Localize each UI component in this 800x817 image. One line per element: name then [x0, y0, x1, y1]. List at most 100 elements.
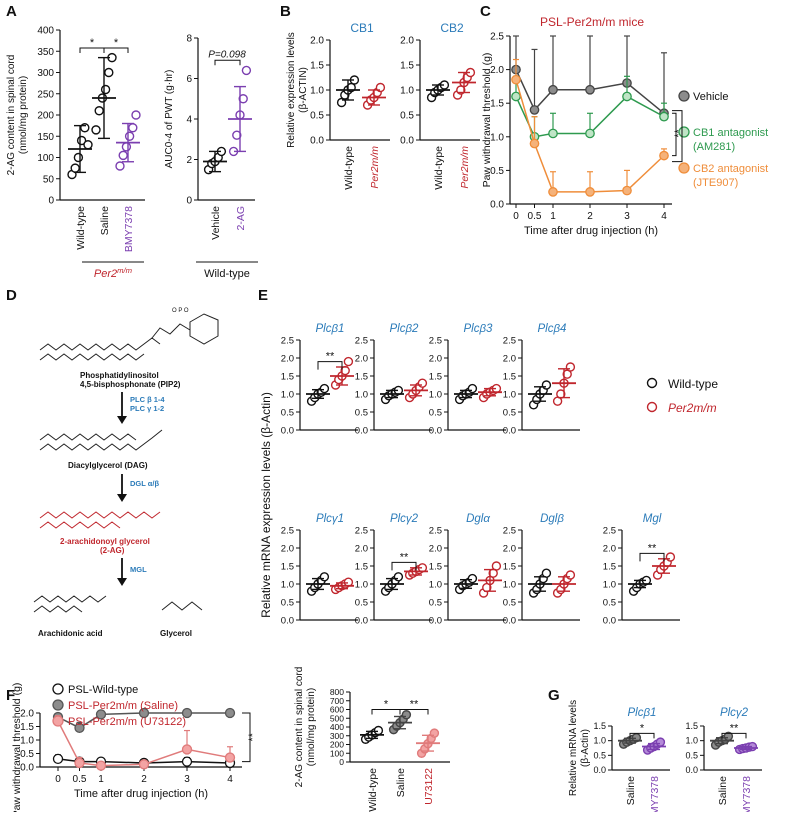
f1-x-tick-label: 0.5 [73, 774, 87, 785]
e-mut-point [343, 356, 354, 367]
f1-legend-label-1: PSL-Per2m/m (Saline) [68, 700, 178, 712]
g0-x-tick-label: Saline [625, 776, 637, 805]
f1-point-1 [95, 709, 107, 720]
e-y-tick-label: 0.5 [281, 408, 294, 419]
g0-y-tick-label: 0.0 [593, 765, 606, 775]
b0-y-tick-label: 0.5 [310, 111, 324, 122]
e-y-tick-label: 0.5 [603, 598, 616, 609]
e-y-tick-label: 1.5 [281, 562, 294, 573]
g0-y-tick-label: 1.0 [593, 736, 606, 746]
b1-x-tick-label: Per2m/m [459, 146, 471, 189]
e-y-tick-label: 1.0 [503, 390, 516, 401]
c-x-tick-label: 4 [661, 211, 667, 222]
b1-y-tick-label: 0.5 [400, 111, 414, 122]
e-y-tick-label: 0.0 [503, 426, 516, 437]
f1-x-label: Time after drug injection (h) [74, 788, 208, 800]
a2-bracket [214, 59, 241, 66]
pip2-label-line1: Phosphatidylinositol [80, 371, 159, 380]
a2-x-tick-label: Vehicle [210, 206, 222, 240]
c-point-2 [529, 138, 540, 149]
enzyme-mgl: MGL [130, 565, 147, 574]
e-subplot-title: Plcβ2 [390, 323, 420, 335]
g1-y-tick-label: 1.0 [685, 736, 698, 746]
a2-1-point [232, 130, 242, 140]
e-y-tick-label: 2.0 [429, 354, 442, 365]
e-y-tick-label: 2.5 [503, 336, 516, 347]
c-point-1 [659, 111, 669, 122]
panel-letter-a: A [6, 3, 17, 20]
c-legend-label-2: CB2 antagonist [693, 163, 768, 175]
e-y-tick-label: 1.5 [355, 372, 368, 383]
a1-y-tick-label: 250 [37, 89, 54, 100]
e-y-tick-label: 0.5 [281, 598, 294, 609]
enzyme-plc-beta: PLC β 1-4 [130, 395, 165, 404]
g0-bracket [629, 732, 655, 739]
c-series-line-0 [515, 69, 665, 114]
e-y-tick-label: 0.5 [503, 598, 516, 609]
b0-y-tick-label: 1.5 [310, 61, 324, 72]
c-title: PSL-Per2m/m mice [540, 15, 644, 29]
e-y-tick-label: 0.0 [281, 426, 294, 437]
f1-bracket [242, 712, 251, 763]
b1-title: CB2 [440, 21, 464, 35]
f1-legend-label-2: PSL-Per2m/m (U73122) [68, 716, 186, 728]
e-y-tick-label: 2.0 [503, 354, 516, 365]
c-point-1 [622, 91, 632, 102]
e-y-tick-label: 1.0 [603, 580, 616, 591]
c-point-2 [659, 150, 669, 161]
dag-label: Diacylglycerol (DAG) [68, 461, 148, 470]
c-y-tick-label: 0.0 [490, 200, 504, 211]
e-mut-point [665, 552, 676, 562]
e-y-tick-label: 1.0 [355, 580, 368, 591]
f1-point-2 [224, 752, 236, 763]
a2-y-label: AUC0-4 of PWT (g·hr) [164, 70, 175, 169]
f1-series-line-2 [57, 720, 231, 767]
c-bracket-2 [672, 110, 683, 163]
a1-2-point [124, 131, 135, 141]
a1-y-tick-label: 350 [37, 47, 54, 58]
f2-x-tick-label: U73122 [423, 768, 435, 805]
c-bracket-1 [672, 112, 677, 157]
a1-s1-sig: * [90, 37, 95, 49]
c-sig-1: ** [673, 128, 685, 137]
e-subplot-title: Dglα [466, 513, 490, 525]
f2-s1-sig: * [384, 699, 389, 711]
f1-sig: ** [247, 732, 259, 741]
dag-structure [39, 429, 163, 451]
e-legend-mut-marker [646, 401, 658, 413]
arrow-1-head [117, 416, 127, 424]
e-bracket [317, 361, 343, 370]
e-subplot-title: Plcγ2 [390, 513, 419, 525]
e-bracket [391, 561, 417, 571]
e-bracket [639, 552, 665, 562]
e-y-tick-label: 1.5 [429, 372, 442, 383]
f1-point-2 [138, 759, 150, 770]
f1-x-tick-label: 2 [141, 774, 147, 785]
f2-y-tick-label: 400 [330, 722, 344, 732]
c-series-line-2 [515, 79, 665, 193]
e-y-tick-label: 1.0 [429, 390, 442, 401]
e-mut-point [417, 378, 428, 388]
arrow-2-head [117, 494, 127, 502]
e-subplot-title: Plcβ1 [316, 323, 345, 335]
a2-1-point [241, 65, 252, 76]
c-x-tick-label: 0 [513, 211, 519, 222]
a1-1-point [91, 125, 101, 135]
c-x-tick-label: 2 [587, 211, 593, 222]
f2-x-tick-label: PSL-Wild-type [367, 768, 379, 812]
e-y-tick-label: 2.0 [355, 544, 368, 555]
b0-y-tick-label: 1.0 [310, 86, 324, 97]
pip2-atom-label: O P O [172, 308, 189, 314]
e-y-tick-label: 1.0 [503, 580, 516, 591]
a1-group-label: Per2m/m [94, 266, 133, 281]
f2-y-label: (nmol/mg protein) [306, 688, 317, 766]
g1-y-tick-label: 1.5 [685, 721, 698, 731]
e-mut-point [565, 570, 576, 580]
f1-point-2 [74, 757, 85, 769]
glycerol-label: Glycerol [160, 629, 192, 638]
twoag-label-line2: (2-AG) [100, 546, 125, 555]
c-point-2 [511, 74, 521, 85]
f1-point-0 [181, 756, 193, 767]
e-y-tick-label: 2.5 [429, 526, 442, 537]
e-y-tick-label: 0.0 [355, 426, 368, 437]
